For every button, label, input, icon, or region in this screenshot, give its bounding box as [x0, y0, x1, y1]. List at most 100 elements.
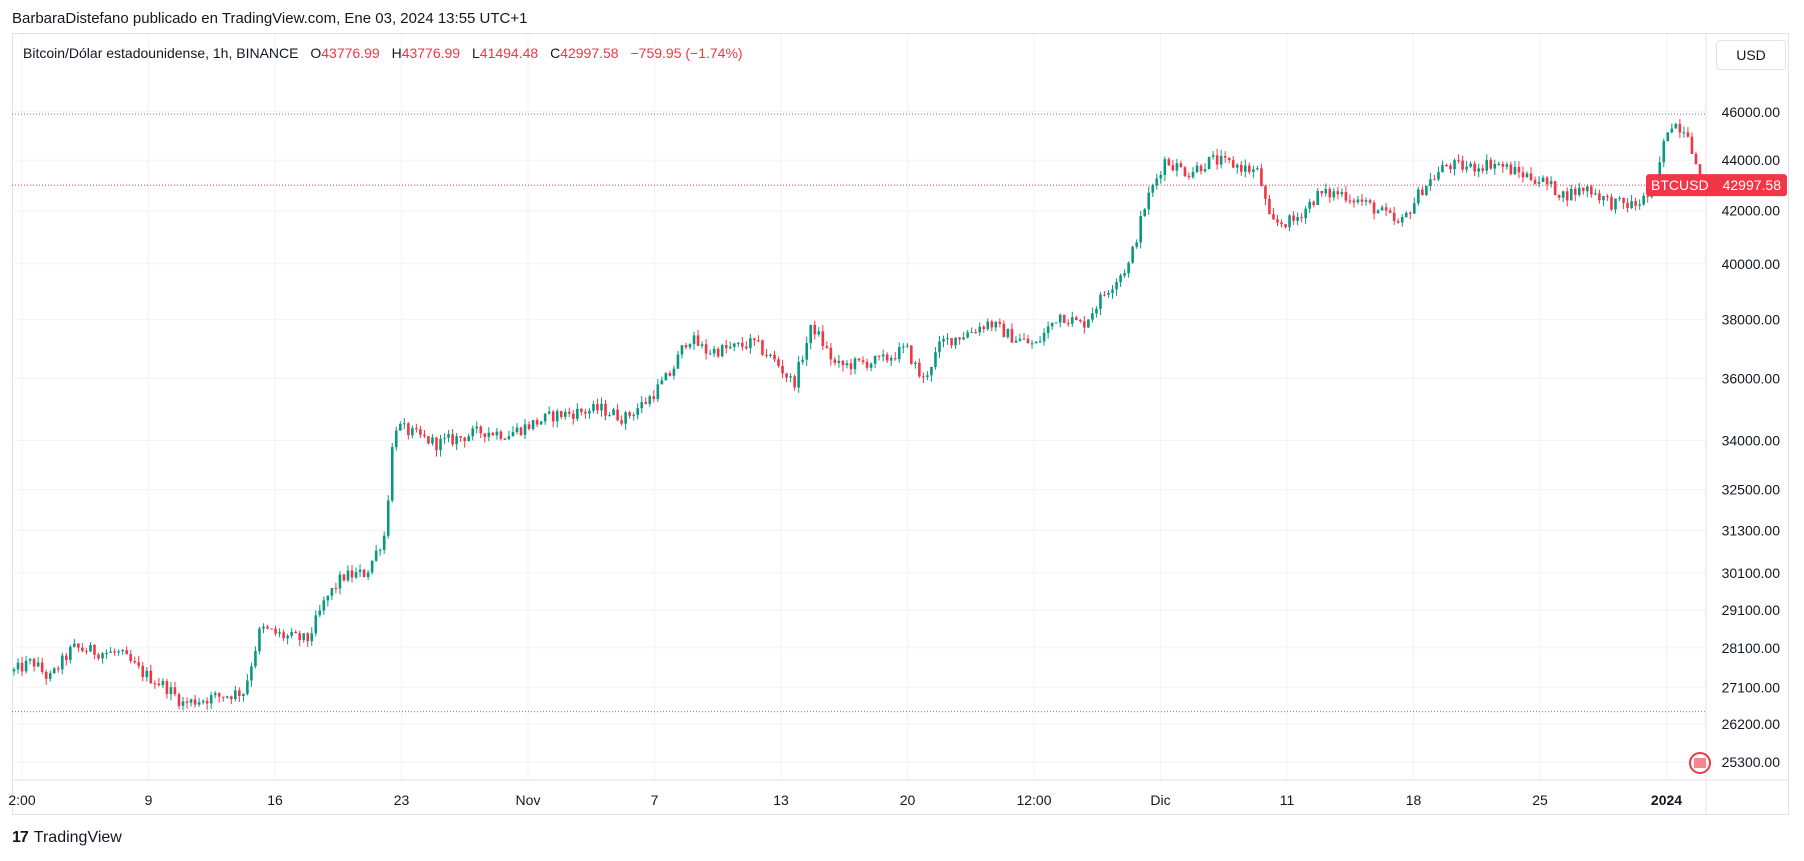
candle-body — [69, 646, 72, 660]
candle-body — [302, 633, 306, 641]
y-tick-label: 27100.00 — [1722, 679, 1781, 695]
candle-body — [1139, 215, 1142, 243]
candle-body — [789, 376, 792, 378]
candle-body — [266, 626, 269, 629]
candle-body — [1634, 201, 1637, 206]
candle-body — [793, 376, 796, 388]
candle-body — [1131, 246, 1134, 263]
candle-body — [28, 659, 32, 661]
candle-body — [350, 570, 354, 578]
candle-body — [821, 331, 825, 347]
candle-body — [1674, 123, 1678, 129]
candle-body — [1248, 165, 1251, 172]
candle-body — [1002, 323, 1006, 338]
candle-body — [600, 403, 603, 411]
candle-body — [129, 654, 132, 662]
candle-body — [1244, 165, 1247, 172]
y-tick-label: 34000.00 — [1722, 433, 1781, 449]
y-tick-label: 29100.00 — [1722, 602, 1781, 618]
candle-body — [523, 424, 527, 435]
candle-body — [326, 595, 330, 601]
candle-body — [427, 436, 430, 444]
candle-body — [197, 702, 201, 705]
candle-body — [1095, 308, 1098, 314]
candle-body — [250, 666, 253, 681]
candle-body — [1260, 168, 1263, 187]
candle-body — [1509, 164, 1513, 175]
candle-body — [942, 338, 945, 342]
candle-body — [52, 668, 56, 674]
candle-body — [443, 437, 446, 439]
candle-body — [1252, 169, 1255, 172]
candle-body — [459, 436, 462, 438]
candle-body — [861, 360, 865, 362]
x-tick-label: 2:00 — [8, 792, 35, 808]
candle-body — [101, 653, 104, 659]
candle-body — [1300, 217, 1303, 219]
footer-brand[interactable]: 17 TradingView — [12, 829, 122, 847]
candle-body — [1670, 128, 1674, 133]
candle-body — [1143, 209, 1147, 216]
candle-body — [270, 628, 273, 630]
candle-body — [1646, 195, 1649, 197]
candle-body — [20, 662, 24, 672]
candle-body — [934, 352, 937, 367]
candle-body — [1304, 208, 1307, 219]
candle-body — [632, 414, 635, 416]
candle-body — [1070, 317, 1074, 324]
candle-body — [889, 358, 893, 361]
chart-frame — [12, 33, 1789, 815]
candle-body — [1215, 155, 1219, 165]
candle-body — [897, 347, 901, 360]
candle-body — [644, 402, 648, 404]
candle-body — [121, 650, 124, 652]
candle-body — [358, 569, 362, 573]
candle-body — [1630, 201, 1633, 209]
candle-body — [1058, 314, 1062, 323]
candle-body — [781, 365, 784, 374]
y-tick-label: 26200.00 — [1722, 716, 1781, 732]
candle-body — [181, 701, 185, 706]
candle-body — [741, 342, 744, 347]
candle-body — [274, 628, 277, 634]
currency-button[interactable]: USD — [1716, 40, 1786, 70]
candle-body — [636, 408, 639, 415]
candle-body — [1594, 193, 1597, 195]
candle-body — [1276, 219, 1279, 223]
candle-body — [366, 572, 370, 577]
price-tag[interactable]: BTCUSD 42997.58 — [1646, 174, 1787, 197]
candle-body — [1513, 166, 1517, 175]
candle-body — [1686, 132, 1690, 137]
candle-body — [704, 344, 708, 354]
candle-body — [415, 428, 418, 430]
x-tick-label: 7 — [651, 792, 659, 808]
candle-body — [668, 373, 672, 376]
y-tick-label: 42000.00 — [1722, 203, 1781, 219]
candle-body — [141, 665, 145, 678]
candle-body — [246, 680, 249, 694]
candle-body — [640, 402, 644, 409]
candle-body — [1497, 163, 1501, 165]
x-tick-label: Nov — [516, 792, 541, 808]
candle-body — [354, 572, 358, 578]
candle-body — [1642, 195, 1645, 205]
candle-body — [745, 346, 748, 349]
candle-body — [495, 431, 499, 436]
candle-body — [1155, 178, 1159, 186]
candle-body — [258, 628, 261, 652]
candle-body — [278, 632, 281, 634]
candle-body — [656, 384, 660, 400]
candle-body — [958, 337, 961, 340]
candle-body — [885, 354, 889, 361]
candle-body — [125, 650, 128, 655]
candle-body — [962, 337, 965, 340]
candle-body — [109, 651, 112, 653]
candle-body — [648, 396, 652, 404]
candle-body — [1191, 172, 1195, 178]
tradingview-logo-icon: 17 — [12, 829, 29, 846]
candle-body — [1111, 289, 1114, 293]
candle-body — [970, 332, 973, 334]
candle-body — [483, 433, 487, 437]
price-change: −759.95 (−1.74%) — [630, 45, 743, 61]
